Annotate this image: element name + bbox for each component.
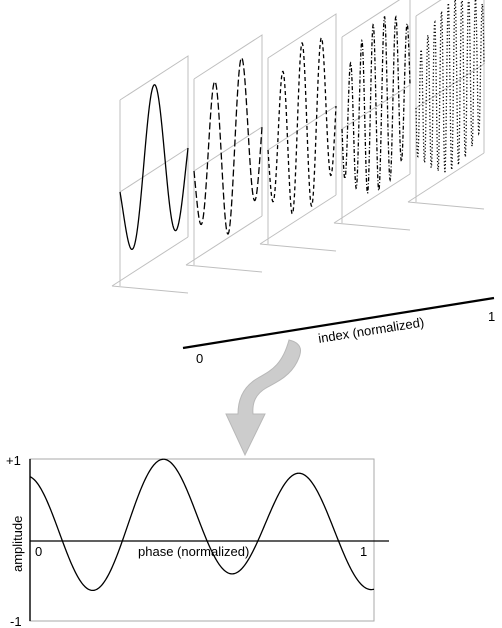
wavetable-frame: [111, 55, 189, 294]
x-start-label: 0: [35, 544, 42, 559]
index-axis-start-label: 0: [196, 351, 203, 366]
index-axis-end-label: 1: [488, 309, 495, 324]
waveform-curve: [29, 458, 375, 592]
curved-arrow-icon: [225, 339, 301, 457]
waveform-plot-frame: [29, 458, 375, 622]
index-axis-line: [182, 296, 495, 350]
wavetable-frame-curve: [193, 57, 263, 235]
x-axis-label: phase (normalized): [138, 544, 249, 559]
wavetable-3d-view: index (normalized) 0 1: [111, 0, 495, 366]
wavetable-frame: [185, 34, 263, 273]
wavetable-frame: [333, 0, 411, 231]
wavetable-frame: [407, 0, 485, 210]
wavetable-frame-curve: [341, 15, 411, 194]
waveform-2d-view: +1 -1 amplitude 0 1 phase (normalized): [6, 453, 389, 628]
x-end-label: 1: [360, 544, 367, 559]
y-axis-label: amplitude: [10, 516, 25, 572]
wavetable-frame-curve: [415, 0, 485, 173]
wavetable-frame-curve: [119, 84, 189, 251]
y-bottom-label: -1: [10, 614, 22, 628]
wavetable-frame: [259, 13, 337, 252]
index-axis-label: index (normalized): [317, 314, 425, 346]
y-top-label: +1: [6, 453, 21, 468]
wavetable-frame-curve: [267, 36, 337, 215]
wavetable-frames: [111, 0, 485, 294]
